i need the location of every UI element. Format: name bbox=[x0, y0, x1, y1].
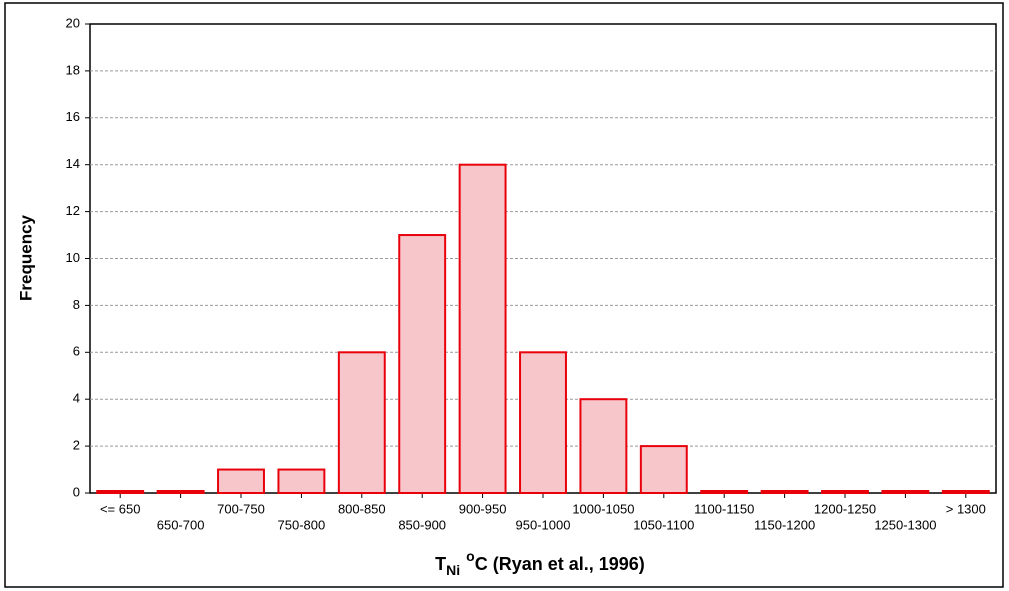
y-axis-label: Frequency bbox=[16, 214, 35, 301]
x-tick-label: 800-850 bbox=[338, 501, 386, 516]
x-tick-label: <= 650 bbox=[100, 501, 141, 516]
x-tick-label: 650-700 bbox=[157, 517, 205, 532]
x-tick-label: 1250-1300 bbox=[874, 517, 936, 532]
x-tick-label: 1100-1150 bbox=[694, 501, 754, 516]
x-tick-label: 950-1000 bbox=[516, 517, 571, 532]
y-tick-label: 14 bbox=[66, 156, 80, 171]
bar bbox=[217, 468, 265, 494]
y-tick-label: 2 bbox=[73, 438, 80, 453]
bar bbox=[579, 398, 628, 495]
bar bbox=[398, 234, 447, 495]
y-tick-label: 6 bbox=[73, 344, 80, 359]
x-label-part: o bbox=[466, 548, 475, 564]
x-tick-label: 1150-1200 bbox=[754, 517, 815, 532]
y-tick-label: 20 bbox=[66, 15, 80, 30]
y-tick-label: 10 bbox=[66, 250, 80, 265]
x-label-part: C (Ryan et al., 1996) bbox=[475, 554, 645, 574]
x-tick-label: 1000-1050 bbox=[572, 501, 634, 516]
bar bbox=[821, 490, 869, 494]
bar bbox=[760, 490, 809, 494]
bar bbox=[277, 468, 326, 494]
x-axis-label: TNioC (Ryan et al., 1996) bbox=[435, 548, 645, 578]
x-tick-label: 750-800 bbox=[278, 517, 326, 532]
bar bbox=[519, 351, 567, 494]
x-label-part: T bbox=[435, 554, 446, 574]
y-tick-label: 12 bbox=[66, 203, 80, 218]
bar bbox=[881, 490, 930, 494]
bar bbox=[96, 490, 145, 494]
y-tick-label: 8 bbox=[73, 297, 80, 312]
y-tick-label: 16 bbox=[66, 109, 80, 124]
x-label-part: Ni bbox=[446, 562, 460, 578]
y-tick-label: 4 bbox=[73, 391, 80, 406]
y-tick-label: 0 bbox=[73, 484, 80, 499]
bar bbox=[639, 445, 688, 495]
x-tick-label: 1200-1250 bbox=[814, 501, 876, 516]
bar bbox=[941, 490, 990, 494]
bar bbox=[458, 163, 507, 494]
x-tick-label: 700-750 bbox=[217, 501, 265, 516]
x-tick-label: 1050-1100 bbox=[633, 517, 694, 532]
x-tick-label: 900-950 bbox=[459, 501, 507, 516]
x-tick-label: 850-900 bbox=[398, 517, 446, 532]
x-tick-label: > 1300 bbox=[946, 501, 986, 516]
bar bbox=[156, 490, 205, 494]
y-tick-label: 18 bbox=[66, 62, 80, 77]
bar bbox=[700, 490, 749, 494]
bar bbox=[337, 351, 386, 494]
